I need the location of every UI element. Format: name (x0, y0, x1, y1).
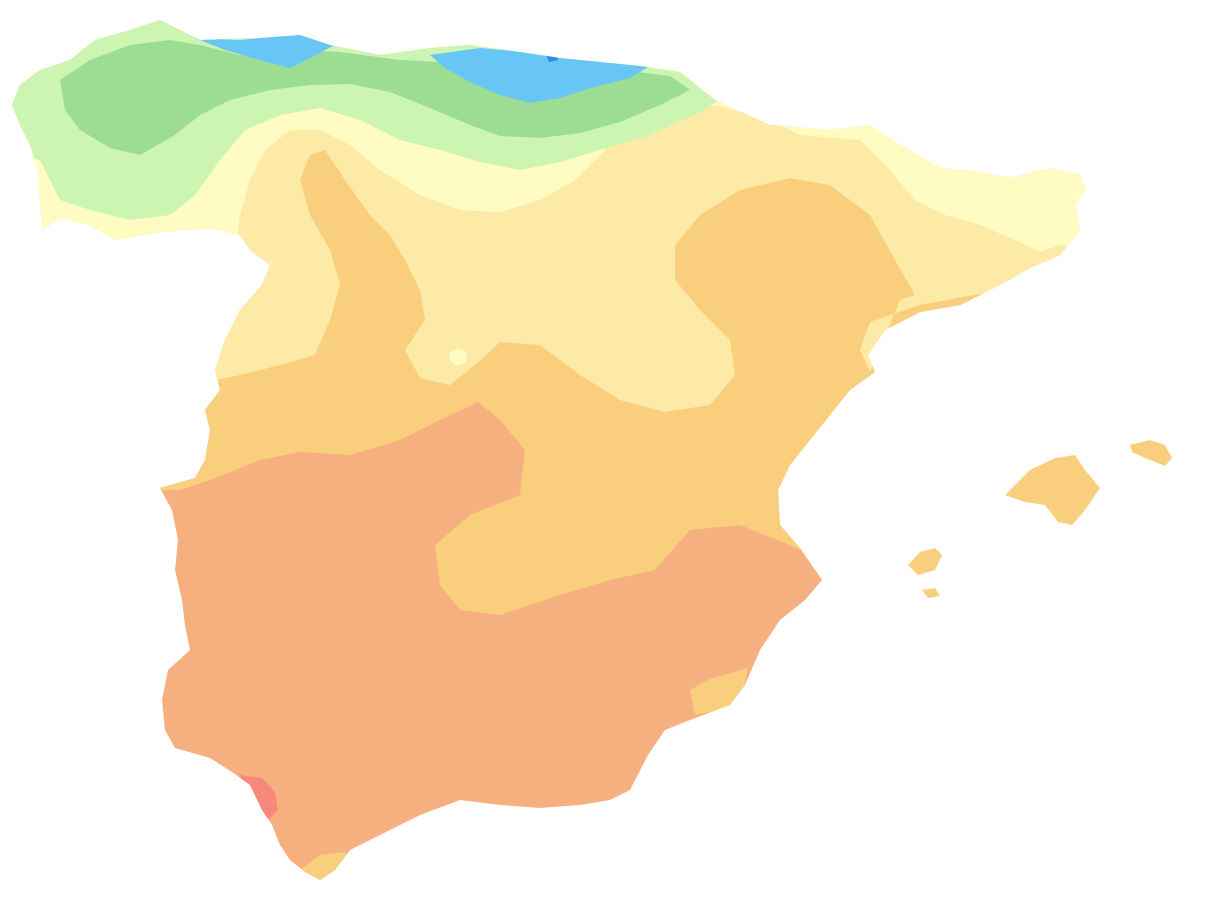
zone-blue-west (195, 32, 335, 68)
island-formentera (922, 588, 940, 598)
zone-pale-yellow-spot (449, 349, 467, 365)
balearic-islands (908, 440, 1172, 598)
island-ibiza (908, 548, 942, 575)
zone-blue-east (430, 48, 650, 103)
zone-light-orange-south-tip (300, 852, 352, 880)
island-menorca (1130, 440, 1172, 466)
island-mallorca (1005, 455, 1100, 525)
